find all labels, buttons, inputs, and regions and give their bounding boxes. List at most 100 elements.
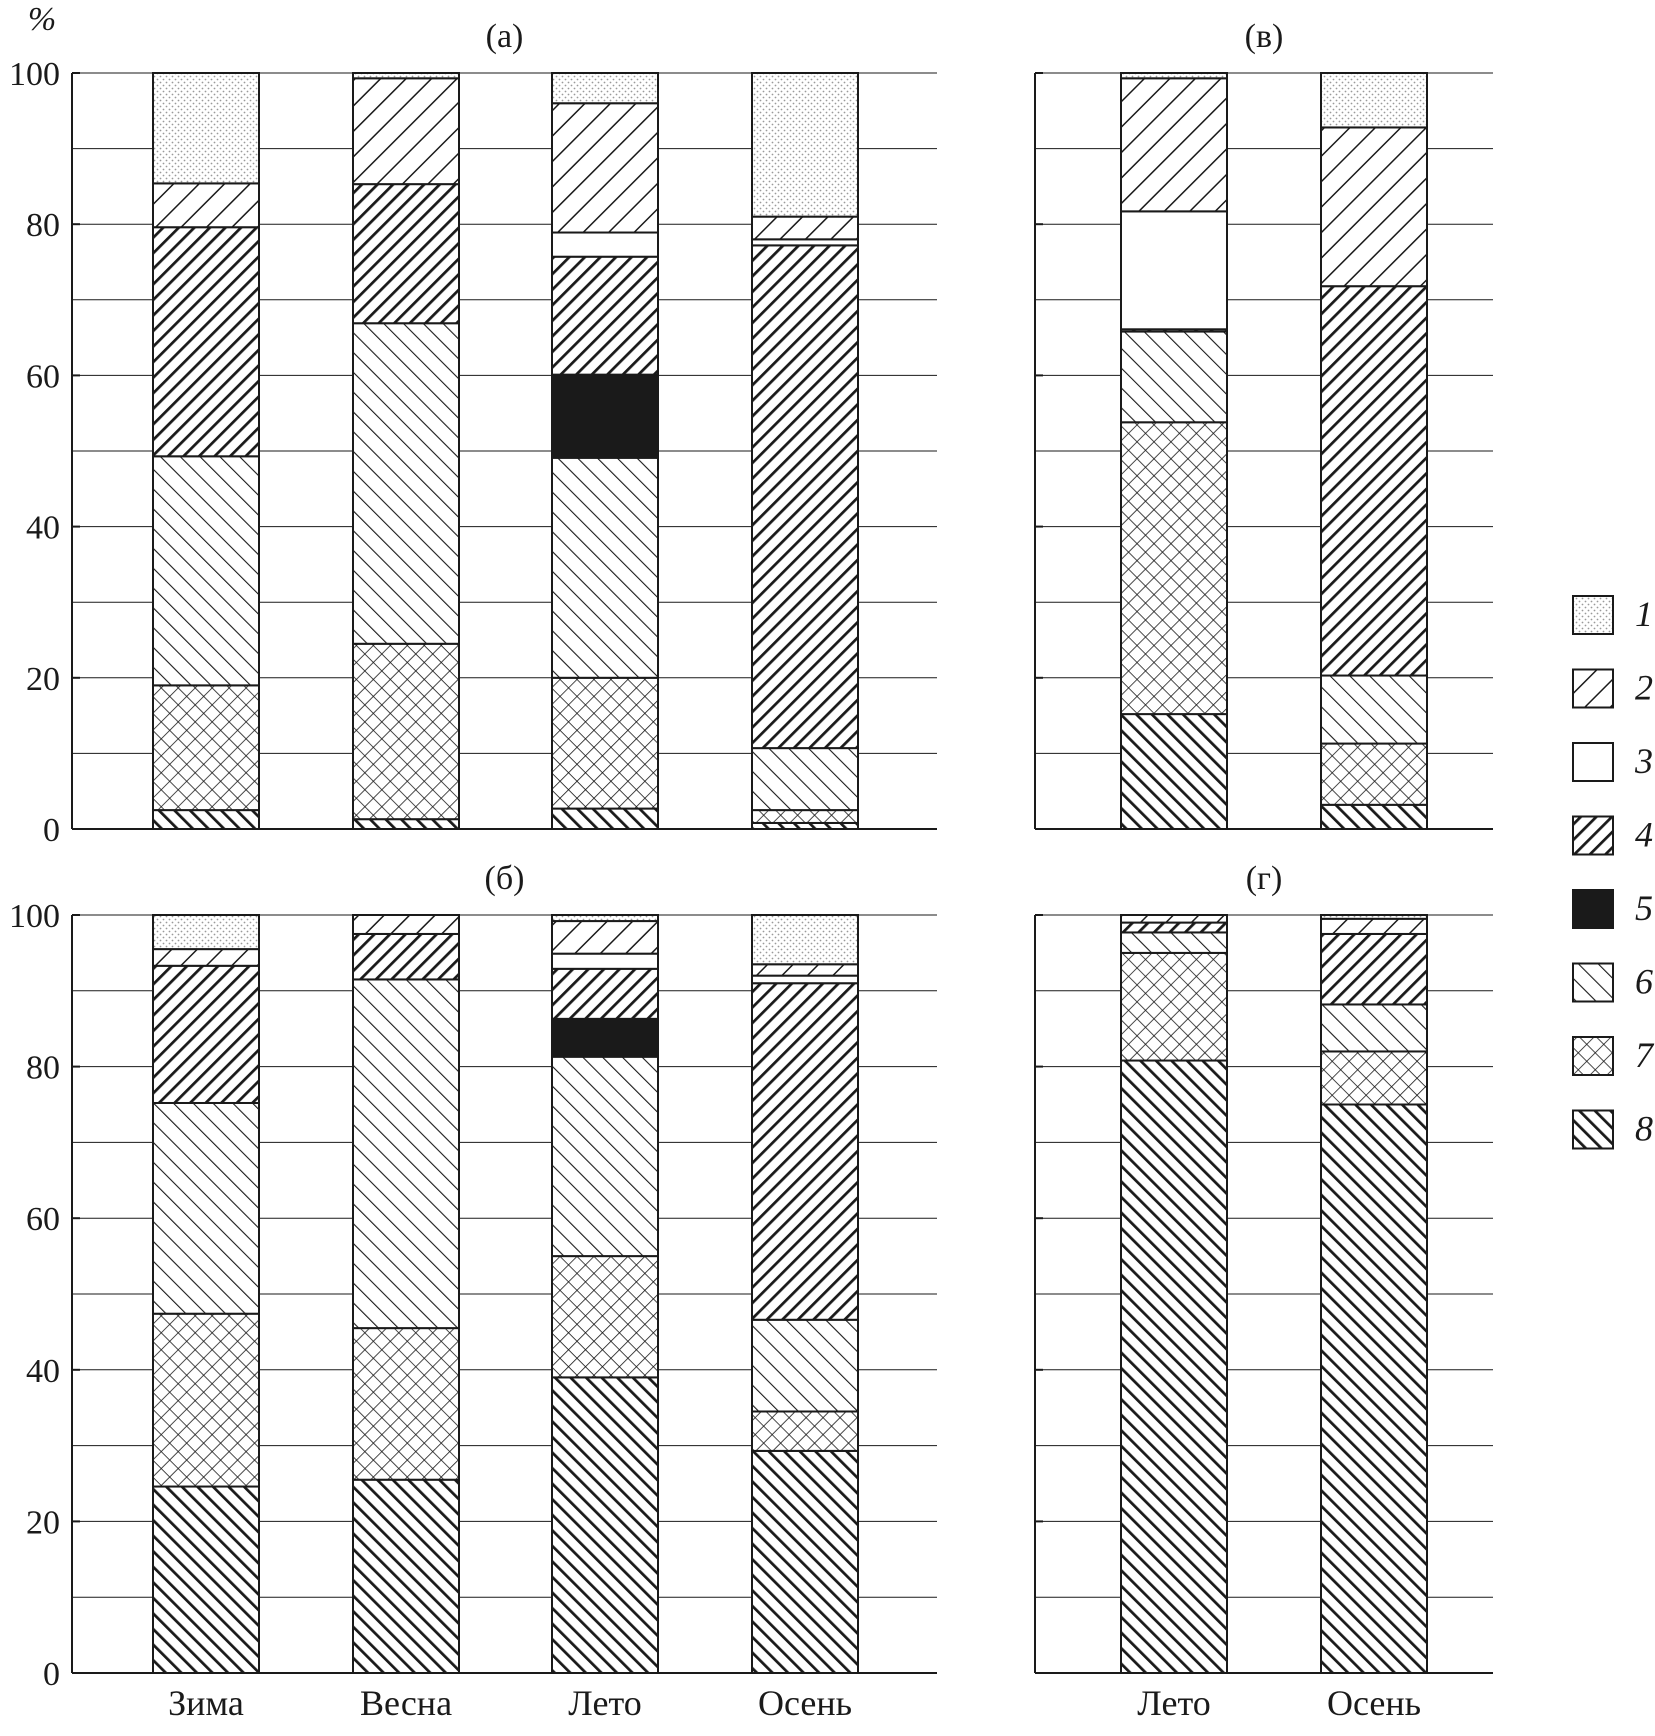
bar-segment-8 [551,1376,659,1674]
bar-segment-7 [152,1312,260,1488]
panel-title: (а) [486,18,524,55]
bar-segment-6 [352,322,460,645]
bar-segment-7 [352,1327,460,1481]
bar-segment-4 [751,982,859,1321]
panel-title: (в) [1245,18,1284,55]
bar-stack [1120,914,1228,1674]
bar-segment-8 [1120,1059,1228,1674]
bar-segment-8 [551,807,659,831]
bar-segment-7 [551,676,659,810]
bar-segment-6 [751,747,859,812]
bar-segment-8 [352,1478,460,1674]
bar-segment-2 [551,920,659,955]
bar-stack [1320,914,1428,1674]
legend-item-1: 1 [1572,594,1653,635]
legend-swatch [1572,889,1614,929]
bar-stack [751,914,859,1674]
legend-label: 8 [1635,1109,1653,1149]
x-tick-label: Осень [1327,1683,1421,1723]
bar-segment-1 [152,914,260,951]
panel-title: (г) [1246,860,1283,897]
bar-segment-2 [1320,126,1428,288]
bar-stack [152,914,260,1674]
bar-stack [1120,72,1228,831]
bar-segment-2 [352,914,460,935]
bar-segment-1 [551,72,659,105]
bar-segment-7 [1320,1050,1428,1106]
bar-segment-6 [1320,674,1428,745]
bar-stack [551,72,659,831]
bar-segment-7 [1120,951,1228,1062]
y-tick-label: 100 [9,56,60,93]
legend-label: 5 [1635,888,1653,928]
y-tick-label: 0 [43,812,60,849]
y-tick-label: 20 [26,1504,60,1541]
bar-segment-7 [352,642,460,821]
legend-swatch [1572,962,1614,1003]
bar-segment-2 [551,102,659,234]
bar-segment-7 [751,1410,859,1452]
y-tick-label: 80 [26,207,60,244]
bar-segment-7 [1320,742,1428,806]
chart-panel-1: 0 20 40 60 80 100% (а) [9,1,937,849]
legend-label: 7 [1635,1035,1655,1075]
bar-segment-4 [1120,921,1228,934]
bar-segment-8 [152,809,260,830]
legend-label: 3 [1634,741,1653,781]
bar-segment-2 [352,77,460,186]
chart-panel-2: 0 20 40 60 80 100 (б) Зима Весна Лето Осень [9,860,937,1723]
bar-segment-5 [551,1017,659,1058]
bar-segment-4 [352,932,460,981]
bar-segment-1 [551,914,659,923]
bar-stack [152,72,260,830]
bar-segment-1 [1320,914,1428,920]
y-tick-label: 40 [26,1353,60,1390]
legend-item-7: 7 [1572,1035,1655,1076]
bar-segment-6 [551,456,659,679]
bar-segment-6 [1120,931,1228,954]
legend-item-8: 8 [1572,1109,1653,1150]
bar-segment-4 [551,967,659,1020]
bar-stack [352,914,460,1674]
bar-segment-2 [152,948,260,967]
bar-segment-7 [551,1255,659,1379]
bar-stack [751,72,859,831]
legend-swatch [1572,668,1614,709]
bar-segment-6 [152,1101,260,1315]
legend-swatch [1572,742,1614,782]
legend-label: 6 [1635,962,1653,1002]
bar-segment-4 [751,244,859,750]
bar-segment-6 [1120,330,1228,424]
bar-segment-1 [751,914,859,966]
x-tick-label: Осень [758,1683,852,1723]
bar-segment-4 [352,183,460,325]
x-tick-label: Лето [1137,1683,1210,1723]
bar-segment-4 [1320,932,1428,1006]
bar-segment-1 [751,72,859,218]
y-tick-label: 40 [26,510,60,547]
bar-segment-5 [551,373,659,459]
bar-stack [352,72,460,830]
legend-item-2: 2 [1572,668,1653,709]
bar-segment-8 [152,1485,260,1674]
y-tick-label: 60 [26,1201,60,1238]
bar-segment-2 [1120,77,1228,213]
legend-item-3: 3 [1572,741,1653,782]
legend-item-4: 4 [1572,815,1653,856]
y-tick-label: 100 [9,898,60,935]
legend-swatch [1572,815,1614,856]
bar-segment-2 [1120,914,1228,924]
legend-item-5: 5 [1572,888,1653,929]
bar-segment-3 [551,231,659,258]
bar-segment-8 [1320,1103,1428,1674]
bar-segment-6 [551,1055,659,1258]
bar-segment-4 [551,255,659,376]
chart-panel-4: (г) Лето Осень [1034,860,1493,1723]
bar-segment-1 [1120,72,1228,80]
bar-segment-1 [1320,72,1428,129]
bar-segment-8 [1320,803,1428,830]
legend-label: 2 [1635,668,1653,708]
bar-segment-8 [751,1449,859,1674]
x-tick-label: Весна [360,1683,452,1723]
bar-stack [551,914,659,1674]
